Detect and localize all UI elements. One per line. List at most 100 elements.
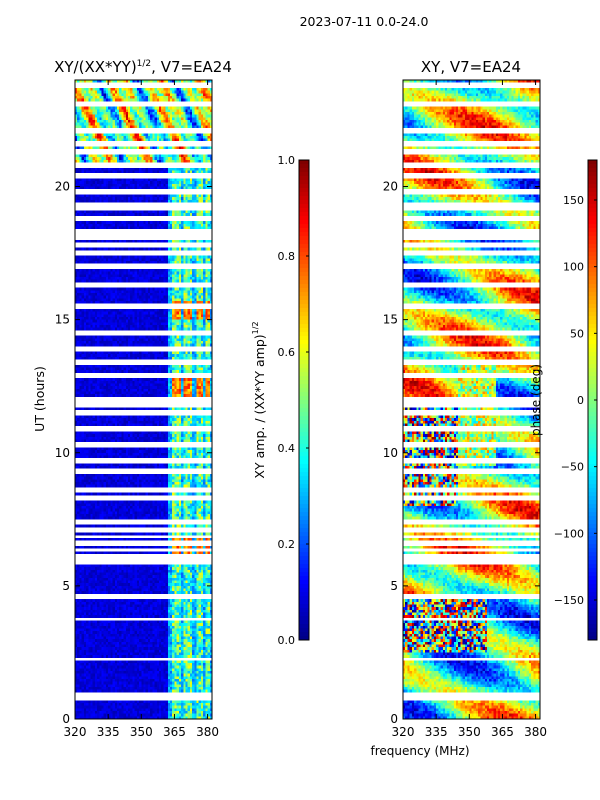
colorbar-segment <box>299 340 309 345</box>
colorbar-segment <box>299 224 309 229</box>
colorbar-segment <box>299 216 309 221</box>
colorbar-segment <box>299 560 309 565</box>
colorbar-segment <box>588 168 597 173</box>
colorbar-segment <box>588 248 597 253</box>
colorbar-segment <box>588 500 597 505</box>
colorbar-segment <box>588 416 597 421</box>
colorbar-tick-label: 0 <box>577 394 584 407</box>
amplitude-ylabel: UT (hours) <box>32 366 47 432</box>
y-tick-label: 5 <box>390 579 398 593</box>
colorbar-segment <box>299 396 309 401</box>
colorbar-segment <box>588 632 597 637</box>
colorbar-segment <box>588 596 597 601</box>
amplitude-colorbar-gradient <box>299 160 309 641</box>
colorbar-segment <box>299 564 309 569</box>
colorbar-segment <box>299 536 309 541</box>
colorbar-segment <box>299 184 309 189</box>
colorbar-segment <box>588 192 597 197</box>
colorbar-segment <box>299 420 309 425</box>
colorbar-segment <box>588 160 597 165</box>
colorbar-segment <box>299 508 309 513</box>
colorbar-segment <box>299 504 309 509</box>
y-tick-label: 5 <box>62 579 70 593</box>
colorbar-segment <box>588 484 597 489</box>
colorbar-segment <box>299 424 309 429</box>
colorbar-segment <box>299 496 309 501</box>
colorbar-segment <box>299 160 309 165</box>
colorbar-segment <box>299 488 309 493</box>
colorbar-segment <box>588 464 597 469</box>
colorbar-segment <box>588 380 597 385</box>
colorbar-segment <box>299 256 309 261</box>
colorbar-segment <box>588 260 597 265</box>
colorbar-tick-label: −150 <box>554 594 584 607</box>
y-tick-label: 15 <box>55 313 70 327</box>
colorbar-segment <box>299 416 309 421</box>
y-tick-label: 10 <box>55 446 70 460</box>
colorbar-segment <box>588 348 597 353</box>
colorbar-segment <box>588 480 597 485</box>
colorbar-segment <box>299 492 309 497</box>
colorbar-segment <box>299 520 309 525</box>
amplitude-plot-frame <box>74 79 213 720</box>
colorbar-segment <box>588 164 597 169</box>
colorbar-segment <box>299 320 309 325</box>
colorbar-segment <box>588 384 597 389</box>
colorbar-segment <box>588 492 597 497</box>
colorbar-segment <box>299 164 309 169</box>
colorbar-segment <box>299 232 309 237</box>
colorbar-segment <box>299 436 309 441</box>
colorbar-segment <box>588 308 597 313</box>
colorbar-segment <box>588 504 597 509</box>
colorbar-segment <box>299 572 309 577</box>
colorbar-tick-label: 0.2 <box>278 538 296 551</box>
colorbar-segment <box>588 588 597 593</box>
colorbar-segment <box>299 304 309 309</box>
colorbar-segment <box>299 356 309 361</box>
colorbar-segment <box>588 332 597 337</box>
amplitude-panel-title: XY/(XX*YY)1/2, V7=EA24 <box>54 58 232 76</box>
colorbar-segment <box>588 604 597 609</box>
y-tick-label: 0 <box>62 712 70 726</box>
colorbar-segment <box>299 584 309 589</box>
colorbar-segment <box>588 472 597 477</box>
colorbar-segment <box>299 628 309 633</box>
colorbar-segment <box>588 344 597 349</box>
colorbar-segment <box>299 620 309 625</box>
x-tick-label: 350 <box>130 725 153 739</box>
colorbar-segment <box>299 600 309 605</box>
colorbar-segment <box>588 244 597 249</box>
colorbar-segment <box>588 544 597 549</box>
colorbar-segment <box>588 412 597 417</box>
amplitude-panel: XY/(XX*YY)1/2, V7=EA24 320 335 350 365 380 0… <box>32 58 232 739</box>
colorbar-segment <box>588 388 597 393</box>
colorbar-segment <box>299 352 309 357</box>
colorbar-segment <box>299 500 309 505</box>
colorbar-segment <box>299 452 309 457</box>
colorbar-tick-label: 0.0 <box>278 634 296 647</box>
colorbar-segment <box>299 280 309 285</box>
colorbar-segment <box>588 400 597 405</box>
colorbar-segment <box>588 616 597 621</box>
colorbar-segment <box>299 524 309 529</box>
colorbar-segment <box>299 200 309 205</box>
x-tick-label: 365 <box>163 725 186 739</box>
colorbar-segment <box>299 528 309 533</box>
phase-x-ticks: 320 335 350 365 380 <box>392 80 547 739</box>
phase-colorbar-label: phase (deg) <box>529 364 543 436</box>
y-tick-label: 20 <box>55 180 70 194</box>
heat-ph-raster <box>403 80 540 719</box>
y-tick-label: 10 <box>383 446 398 460</box>
colorbar-segment <box>588 568 597 573</box>
colorbar-segment <box>588 612 597 617</box>
colorbar-segment <box>588 420 597 425</box>
colorbar-segment <box>299 556 309 561</box>
colorbar-segment <box>299 336 309 341</box>
colorbar-segment <box>588 392 597 397</box>
colorbar-segment <box>588 516 597 521</box>
colorbar-segment <box>588 424 597 429</box>
colorbar-segment <box>299 484 309 489</box>
colorbar-segment <box>588 364 597 369</box>
colorbar-segment <box>588 536 597 541</box>
colorbar-segment <box>299 444 309 449</box>
